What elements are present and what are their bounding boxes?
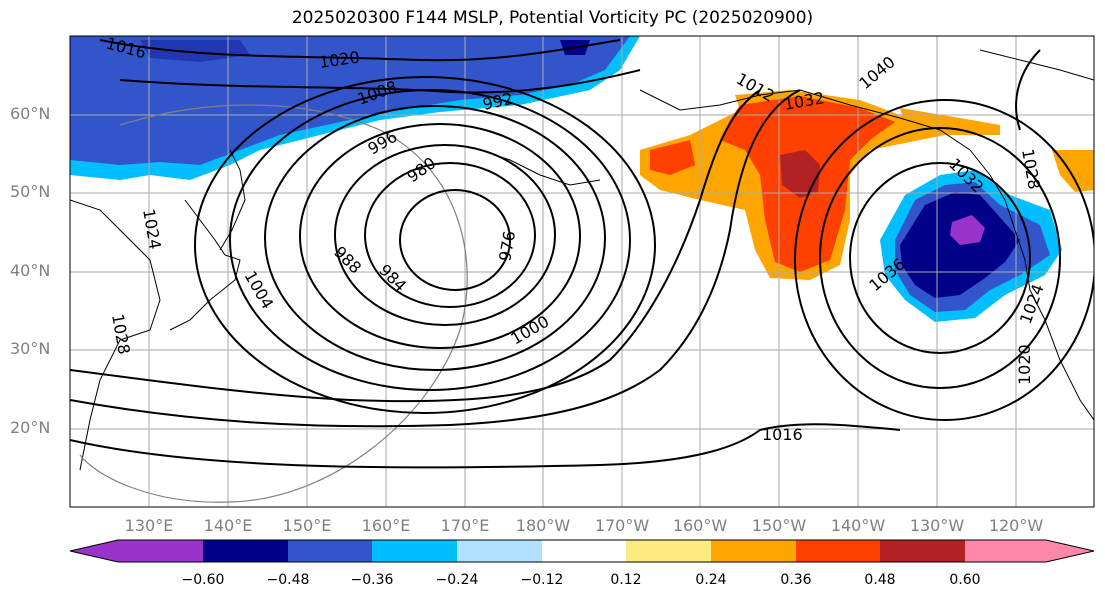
colorbar-extend-high <box>1046 540 1094 562</box>
map-title: 2025020300 F144 MSLP, Potential Vorticit… <box>291 8 814 28</box>
colorbar-segment <box>796 540 880 562</box>
colorbar-tick-label: −0.24 <box>435 572 479 588</box>
colorbar-tick-label: −0.12 <box>520 572 564 588</box>
colorbar-segment <box>203 540 288 562</box>
colorbar-tick-label: 0.36 <box>780 572 812 588</box>
colorbar <box>69 539 1095 563</box>
lon-tick-label: 170°E <box>440 516 490 535</box>
colorbar-segment <box>626 540 711 562</box>
colorbar-outline <box>69 539 1095 563</box>
colorbar-tick-label: 0.48 <box>864 572 896 588</box>
lon-tick-label: 150°W <box>751 516 807 535</box>
lon-tick-label: 130°E <box>124 516 174 535</box>
pv-positive-shading <box>640 90 1094 280</box>
lat-tick-label: 50°N <box>10 182 51 201</box>
lon-tick-label: 140°W <box>830 516 886 535</box>
lon-tick-label: 170°W <box>594 516 650 535</box>
colorbar-tick-label: −0.36 <box>350 572 394 588</box>
pv-negative-nw-shading <box>70 36 640 180</box>
lon-tick-label: 130°W <box>909 516 965 535</box>
lon-tick-label: 140°E <box>203 516 253 535</box>
graticule <box>70 36 1094 507</box>
lat-tick-label: 20°N <box>10 418 51 437</box>
colorbar-tick-label: 0.60 <box>949 572 981 588</box>
lon-tick-label: 160°E <box>361 516 411 535</box>
lon-tick-label: 160°W <box>672 516 728 535</box>
isobar-label: 1020 <box>1015 344 1034 385</box>
lat-tick-label: 60°N <box>10 104 51 123</box>
lon-tick-label: 180°W <box>515 516 571 535</box>
colorbar-segment <box>118 540 203 562</box>
great-circle-arc <box>79 104 468 503</box>
colorbar-tick-label: −0.48 <box>266 572 310 588</box>
lat-tick-label: 40°N <box>10 261 51 280</box>
colorbar-segment <box>711 540 796 562</box>
map-frame <box>69 35 1095 508</box>
colorbar-segment <box>457 540 542 562</box>
lon-tick-label: 120°W <box>988 516 1044 535</box>
colorbar-segment <box>965 540 1046 562</box>
lon-tick-label: 150°E <box>282 516 332 535</box>
colorbar-tick-label: 0.24 <box>695 572 727 588</box>
mslp-isobars <box>70 39 1094 469</box>
lat-tick-label: 30°N <box>10 339 51 358</box>
colorbar-segment <box>880 540 965 562</box>
colorbar-segment <box>372 540 457 562</box>
colorbar-tick-label: 0.12 <box>610 572 642 588</box>
colorbar-segment <box>542 540 626 562</box>
colorbar-segment <box>288 540 372 562</box>
colorbar-tick-label: −0.60 <box>181 572 225 588</box>
isobar-label: 1016 <box>762 425 803 444</box>
colorbar-extend-low <box>70 540 118 562</box>
